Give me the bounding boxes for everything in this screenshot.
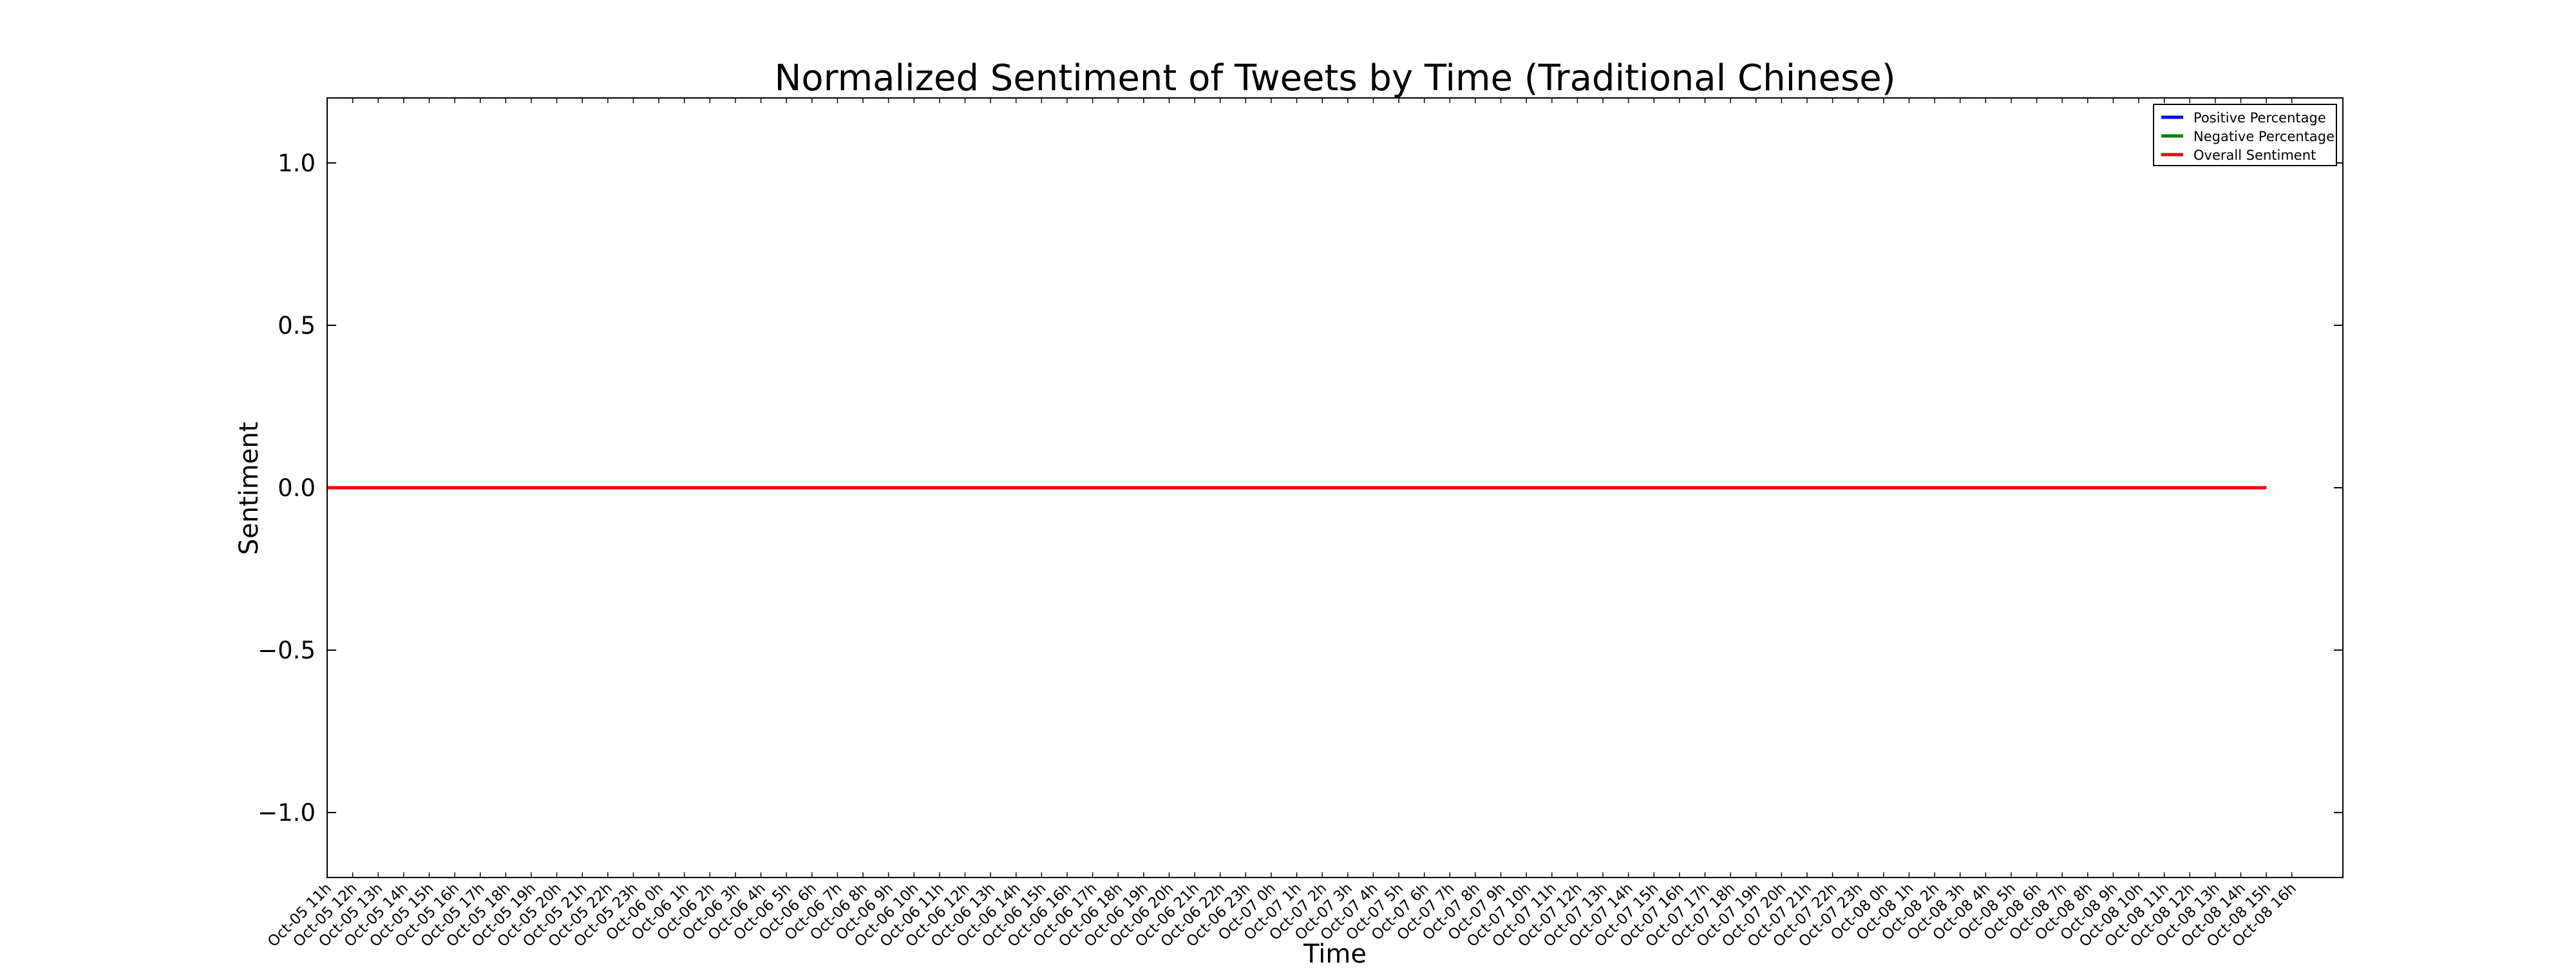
legend-label: Positive Percentage <box>2193 110 2326 126</box>
plot-frame <box>327 97 2344 878</box>
x-axis-label: Time <box>1303 939 1367 966</box>
y-tick-label: 0.5 <box>278 312 316 340</box>
legend-label: Negative Percentage <box>2193 129 2334 144</box>
y-tick-label: 1.0 <box>278 149 316 177</box>
legend-label: Overall Sentiment <box>2193 148 2316 163</box>
y-axis-label: Sentiment <box>234 422 264 555</box>
y-tick-label: −0.5 <box>258 637 316 664</box>
y-tick-label: −1.0 <box>258 799 316 827</box>
chart-title: Normalized Sentiment of Tweets by Time (… <box>774 57 1895 99</box>
legend: Positive Percentage Negative Percentage Ov… <box>2153 104 2337 166</box>
legend-box <box>2153 104 2337 166</box>
y-tick-label: 0.0 <box>278 474 316 502</box>
